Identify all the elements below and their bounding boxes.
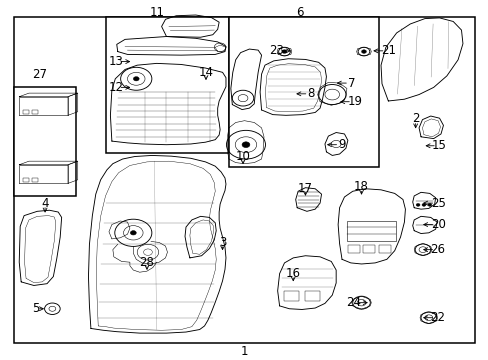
Bar [363,246,374,253]
Bar [346,221,395,241]
Text: 6: 6 [296,6,303,19]
Text: 20: 20 [430,218,445,231]
Text: 12: 12 [108,81,123,94]
Bar [347,246,359,253]
Bar [23,110,29,114]
Text: 23: 23 [268,44,283,57]
Text: 10: 10 [235,150,250,163]
Text: 9: 9 [338,138,345,151]
Text: 28: 28 [139,256,154,269]
Text: 15: 15 [431,139,446,152]
Circle shape [415,203,419,206]
Text: 13: 13 [108,55,123,68]
Circle shape [421,203,425,206]
Circle shape [242,142,249,148]
Bar [14,87,76,196]
Circle shape [130,231,136,235]
Text: 11: 11 [149,6,164,19]
Text: 25: 25 [430,197,445,210]
Text: 24: 24 [345,296,360,309]
Text: 26: 26 [430,243,445,256]
Bar [305,291,319,301]
Text: 22: 22 [430,311,445,324]
Text: 2: 2 [411,112,419,125]
Circle shape [133,77,139,81]
Bar [32,110,38,114]
Bar [378,246,390,253]
Text: 1: 1 [240,345,248,357]
Bar [23,178,29,182]
Bar [284,291,299,301]
Text: 14: 14 [198,66,213,79]
Text: 7: 7 [347,77,355,90]
Circle shape [427,203,431,206]
Text: 5: 5 [32,302,39,315]
Circle shape [361,50,366,53]
Text: 3: 3 [219,236,226,249]
Text: 4: 4 [41,197,49,210]
Circle shape [282,50,286,53]
Text: 17: 17 [297,181,312,194]
Text: 16: 16 [285,267,300,280]
Bar [228,17,378,167]
Text: 19: 19 [346,95,362,108]
Text: 27: 27 [32,68,47,81]
Text: 8: 8 [307,87,314,100]
Text: 21: 21 [380,44,395,57]
Text: 18: 18 [353,180,368,193]
Bar [32,178,38,182]
Bar [105,17,228,153]
